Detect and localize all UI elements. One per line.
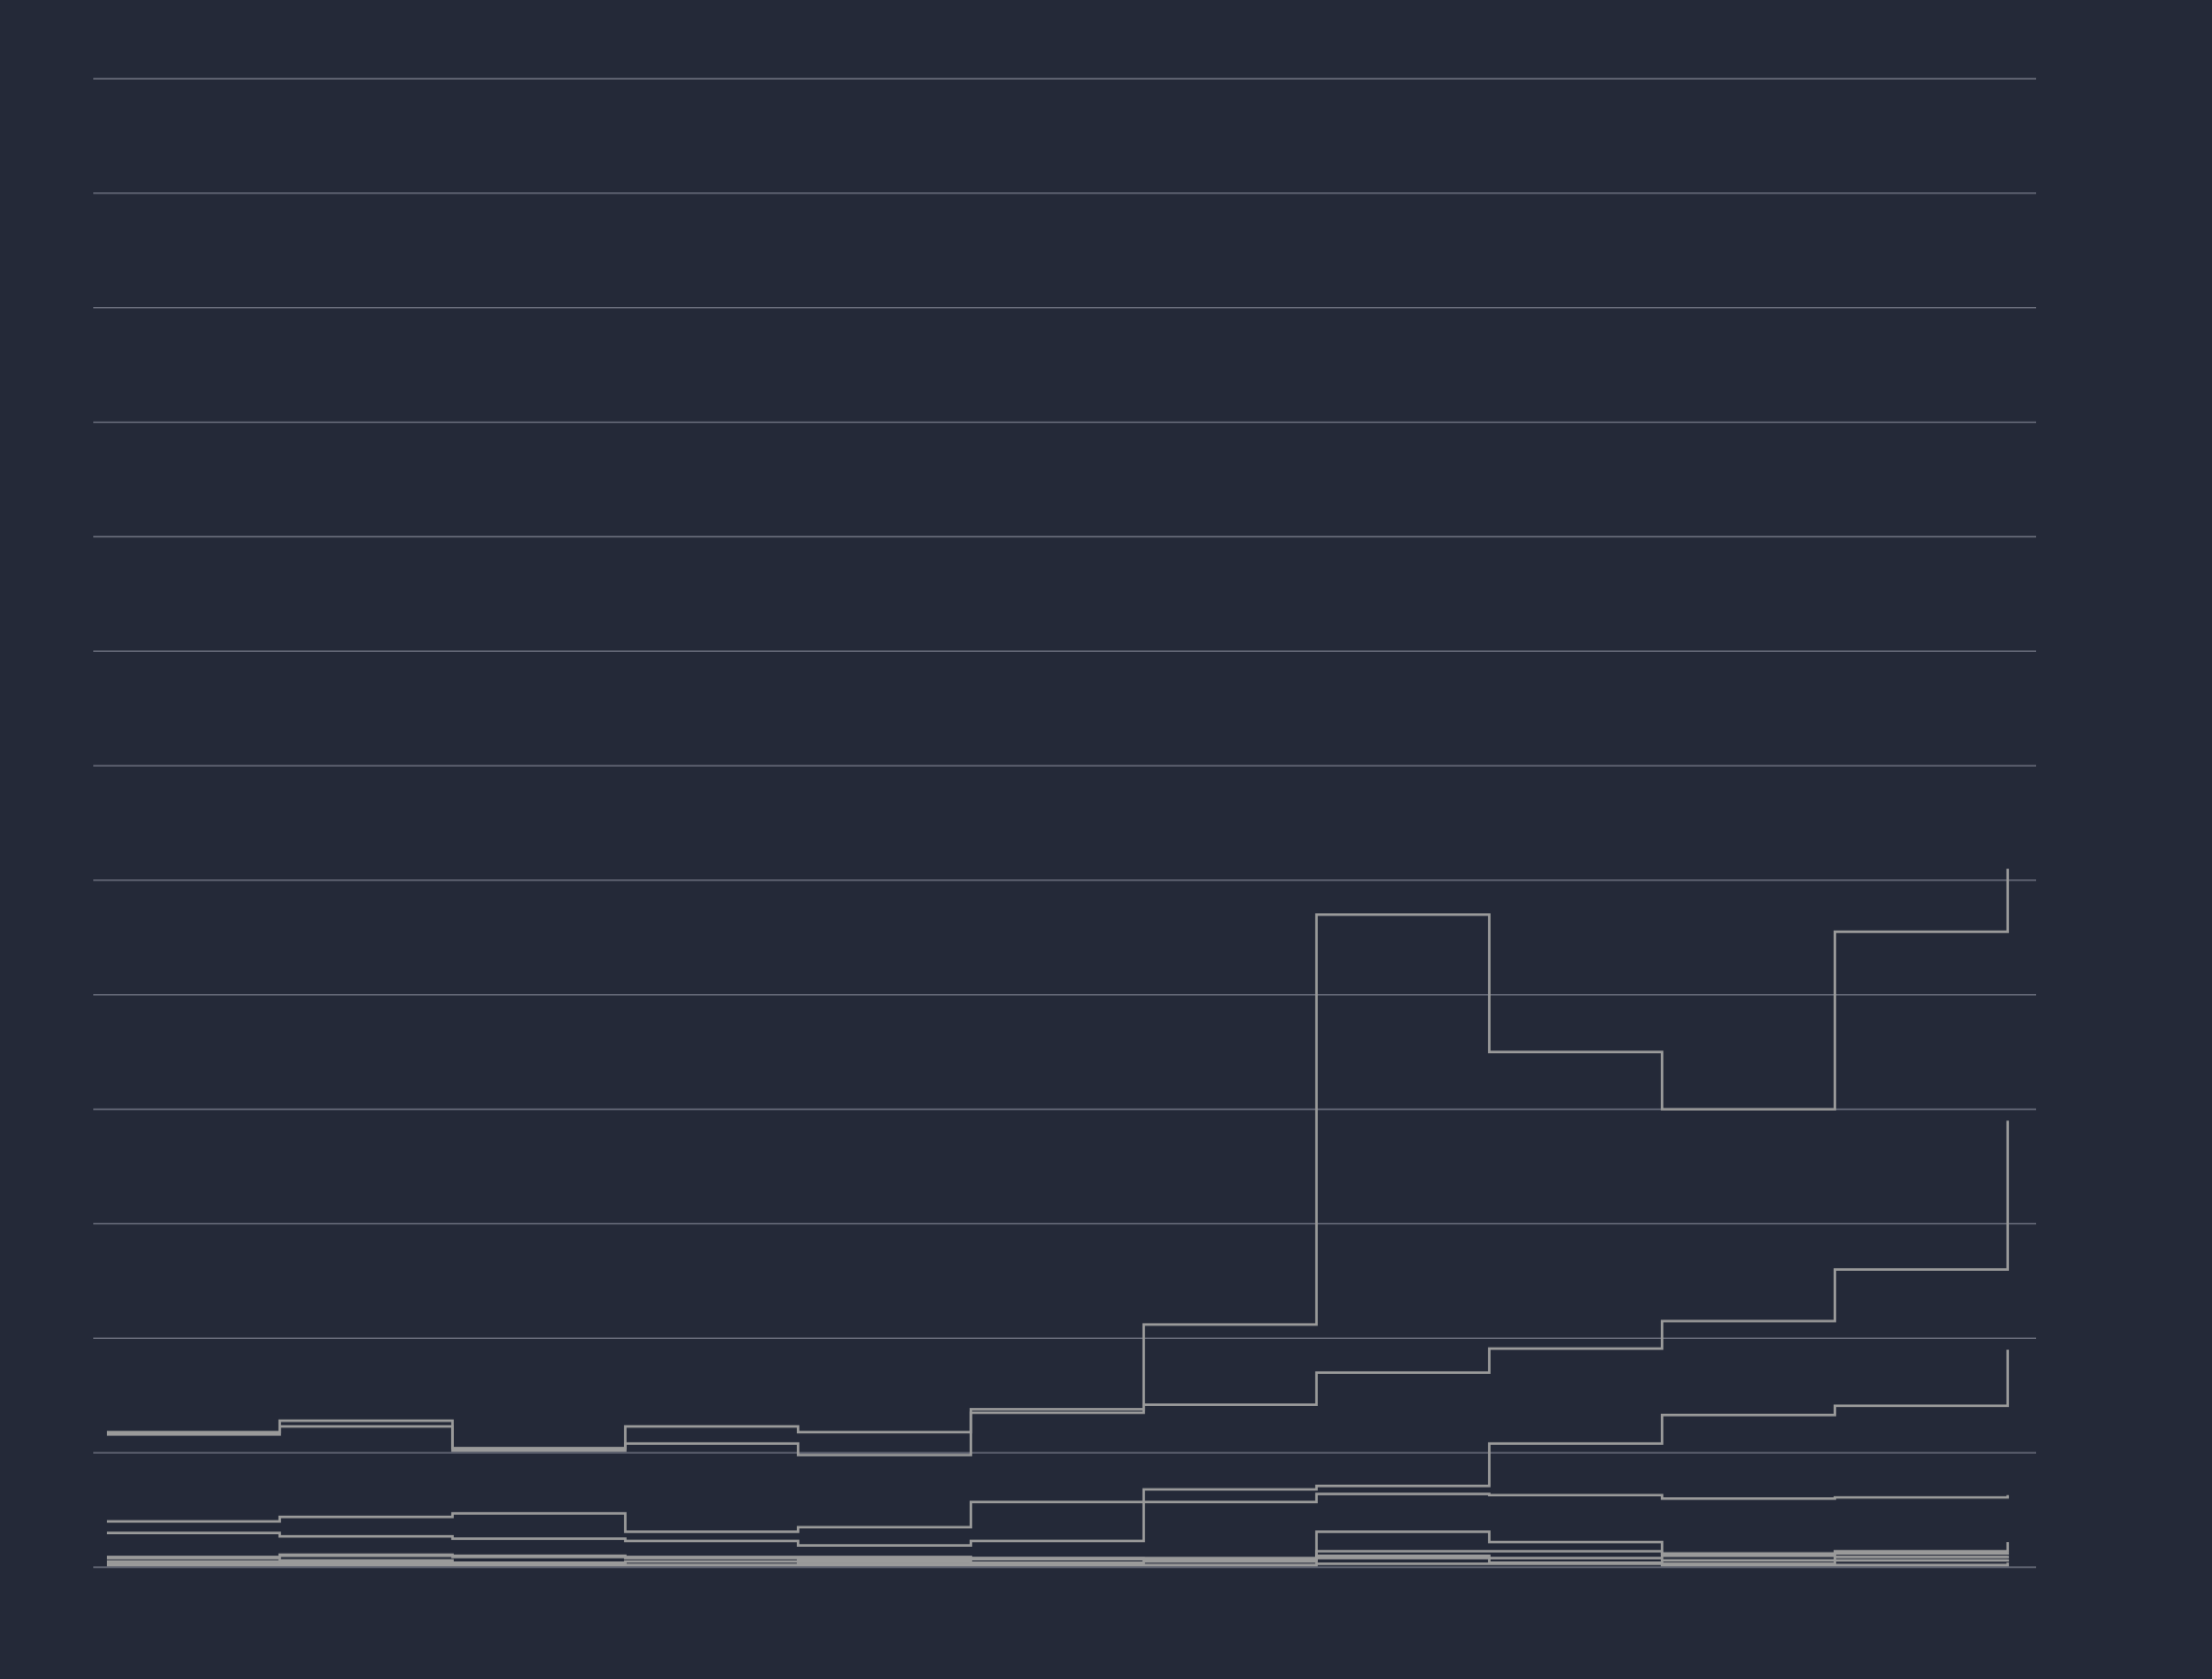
- gridlines: [93, 78, 2036, 1568]
- series-line-9: [107, 1562, 2010, 1566]
- series-lines: [107, 869, 2010, 1566]
- series-line-4: [107, 1492, 2010, 1547]
- series-line-2: [107, 869, 2010, 1456]
